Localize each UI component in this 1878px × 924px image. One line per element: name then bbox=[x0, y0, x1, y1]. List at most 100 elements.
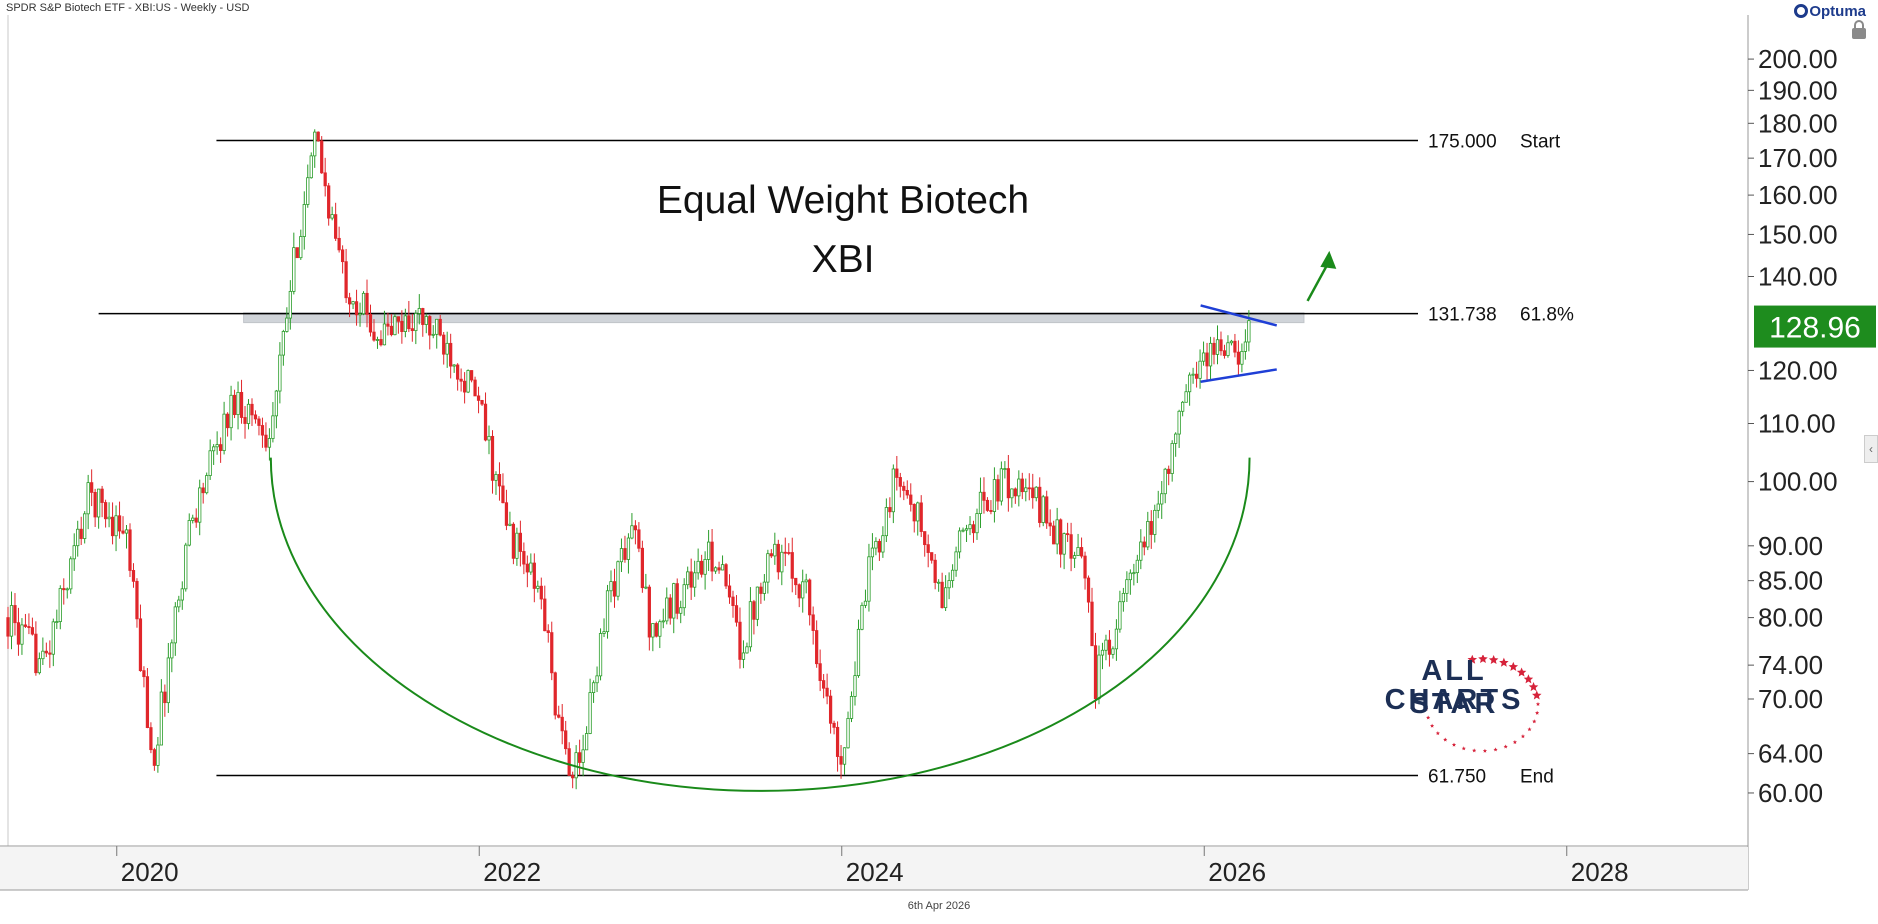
candle-body bbox=[191, 517, 195, 521]
candle-body bbox=[1167, 468, 1171, 474]
candle-body bbox=[354, 301, 359, 316]
candle-body bbox=[842, 747, 847, 765]
candle-body bbox=[400, 320, 404, 332]
x-axis-band bbox=[0, 847, 1748, 890]
candle-body bbox=[58, 588, 62, 622]
candle-body bbox=[393, 316, 397, 336]
candle-body bbox=[13, 605, 17, 624]
lock-icon[interactable] bbox=[1852, 20, 1866, 39]
candle-body bbox=[801, 581, 805, 599]
candle-body bbox=[483, 403, 488, 441]
candle-body bbox=[138, 618, 143, 672]
logo-star bbox=[1535, 701, 1541, 706]
candle-body bbox=[964, 528, 969, 531]
candle-body bbox=[396, 316, 401, 322]
candle-body bbox=[1114, 628, 1119, 650]
candle-body bbox=[1184, 391, 1188, 403]
candle-body bbox=[745, 646, 749, 654]
candle-body bbox=[578, 752, 582, 763]
optuma-brand: Optuma bbox=[1794, 3, 1866, 20]
candle-body bbox=[225, 413, 230, 429]
candle-body bbox=[142, 670, 146, 678]
candle-body bbox=[944, 587, 948, 609]
candle-body bbox=[198, 487, 202, 523]
candle-body bbox=[564, 730, 568, 750]
y-tick-label: 80.00 bbox=[1758, 603, 1823, 633]
candle-body bbox=[361, 292, 366, 315]
candle-body bbox=[250, 403, 254, 416]
candle-body bbox=[888, 507, 892, 513]
candle-body bbox=[212, 446, 216, 452]
y-tick-label: 190.00 bbox=[1758, 75, 1838, 105]
candle-body bbox=[292, 247, 296, 292]
candle-body bbox=[686, 571, 690, 586]
candle-body bbox=[727, 585, 732, 598]
logo-stars bbox=[1424, 655, 1542, 753]
candle-body bbox=[672, 583, 676, 619]
candle-body bbox=[288, 291, 292, 319]
candle-body bbox=[532, 562, 536, 589]
candle-body bbox=[442, 334, 446, 355]
candle-body bbox=[525, 563, 529, 573]
candle-body bbox=[246, 403, 251, 424]
candle-body bbox=[480, 400, 484, 405]
candle-body bbox=[281, 331, 285, 356]
candle-body bbox=[414, 313, 418, 332]
candle-body bbox=[253, 414, 258, 420]
candle-body bbox=[895, 468, 899, 478]
y-tick-label: 64.00 bbox=[1758, 739, 1823, 769]
candle-body bbox=[1215, 339, 1220, 355]
candle-body bbox=[55, 621, 59, 623]
y-tick-label: 140.00 bbox=[1758, 261, 1838, 291]
candle-body bbox=[623, 548, 627, 560]
y-tick-label: 110.00 bbox=[1758, 408, 1836, 438]
candle-body bbox=[1191, 373, 1195, 376]
candle-body bbox=[1153, 509, 1157, 535]
candle-body bbox=[438, 318, 442, 336]
candle-body bbox=[668, 597, 672, 619]
candle-body bbox=[957, 530, 962, 553]
candle-body bbox=[1198, 360, 1202, 379]
candle-body bbox=[462, 380, 467, 393]
candle-body bbox=[978, 491, 983, 514]
candle-body bbox=[1118, 601, 1122, 630]
x-tick-label: 2026 bbox=[1208, 857, 1266, 887]
candle-body bbox=[330, 214, 334, 219]
candle-body bbox=[1072, 555, 1077, 559]
candle-body bbox=[79, 528, 83, 539]
candle-body bbox=[302, 204, 306, 237]
logo-star bbox=[1488, 655, 1499, 665]
candle-body bbox=[501, 485, 505, 504]
candle-body bbox=[1052, 525, 1056, 545]
candle-body bbox=[651, 623, 655, 638]
candle-body bbox=[835, 726, 840, 757]
y-tick-label: 160.00 bbox=[1758, 180, 1838, 210]
candle-body bbox=[410, 328, 414, 332]
candle-body bbox=[724, 564, 728, 587]
candle-body bbox=[553, 672, 557, 716]
candle-body bbox=[1097, 654, 1101, 700]
candle-body bbox=[522, 551, 526, 565]
candle-body bbox=[131, 570, 136, 582]
candle-body bbox=[1090, 601, 1094, 647]
candle-body bbox=[487, 435, 491, 441]
x-tick-label: 2028 bbox=[1571, 857, 1629, 887]
candle-body bbox=[452, 364, 456, 367]
candle-body bbox=[720, 564, 725, 571]
candle-body bbox=[23, 624, 28, 627]
logo-star bbox=[1467, 655, 1478, 664]
candle-body bbox=[382, 323, 387, 346]
chevron-left-icon[interactable]: ‹ bbox=[1864, 435, 1878, 463]
candle-body bbox=[776, 543, 780, 573]
logo-star bbox=[1523, 674, 1534, 684]
candle-body bbox=[832, 722, 836, 728]
candle-body bbox=[947, 580, 951, 589]
candle-body bbox=[1243, 341, 1247, 352]
candle-body bbox=[421, 308, 425, 325]
candle-body bbox=[937, 581, 941, 584]
candle-body bbox=[152, 749, 157, 766]
logo-star bbox=[1451, 742, 1457, 747]
logo-star bbox=[1443, 737, 1448, 742]
candle-body bbox=[124, 529, 129, 534]
